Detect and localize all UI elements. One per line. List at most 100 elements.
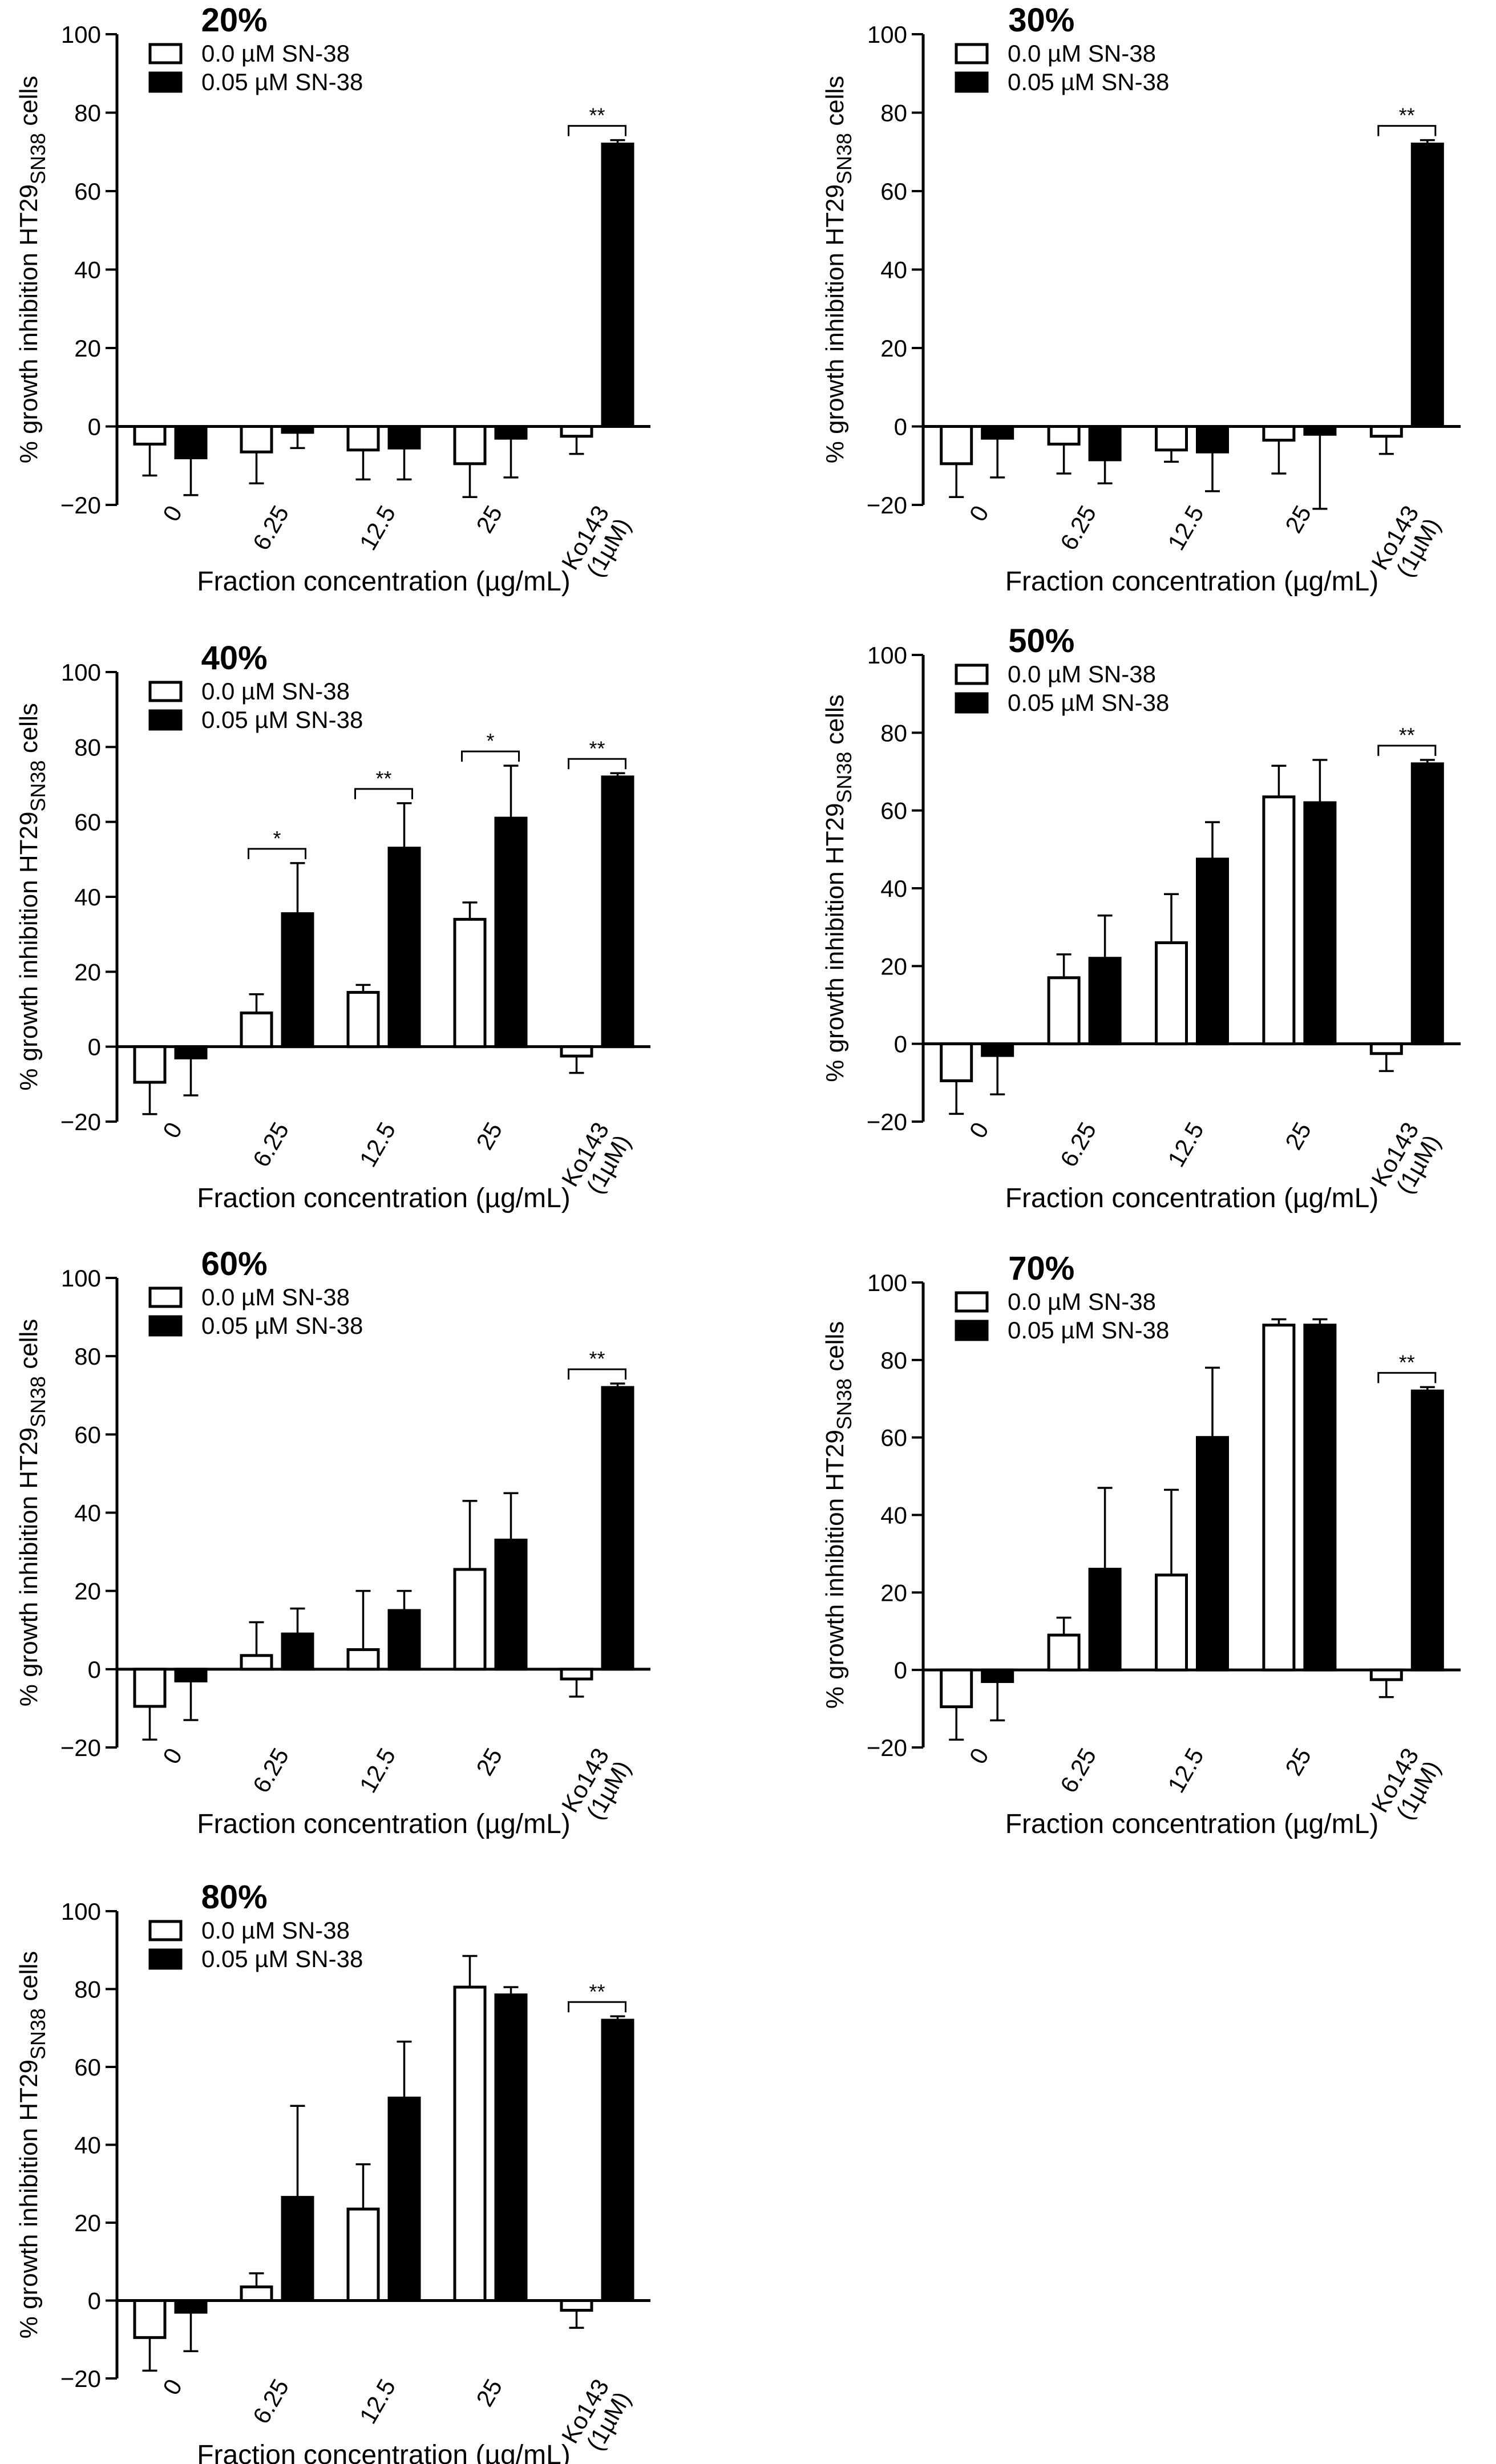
- y-axis-label-main: % growth inhibition HT29: [15, 184, 43, 463]
- x-tick-label-line: 0: [157, 1743, 187, 1769]
- y-tick-label: 40: [880, 1502, 907, 1529]
- x-tick-label: 12.5: [1162, 1743, 1209, 1797]
- legend-swatch-open: [148, 1286, 183, 1308]
- y-tick-label: 60: [74, 2054, 101, 2081]
- bar-open: [560, 1045, 593, 1058]
- bar-filled: [281, 425, 314, 434]
- significance-label: **: [1399, 1350, 1415, 1374]
- y-tick-label: 40: [74, 884, 101, 911]
- x-tick-label-line: 12.5: [1162, 501, 1209, 555]
- x-tick-label-line: 25: [471, 501, 507, 537]
- bar-filled: [1088, 1568, 1122, 1672]
- y-tick-label: 60: [880, 1425, 907, 1451]
- y-axis-label-subscript: SN38: [832, 1378, 856, 1430]
- y-axis-label-suffix: cells: [821, 1321, 849, 1378]
- bar-open: [1369, 1042, 1403, 1055]
- y-axis-label-main: % growth inhibition HT29: [15, 1427, 43, 1706]
- significance-label: **: [1399, 104, 1415, 127]
- significance-label: **: [589, 737, 605, 760]
- legend-label-filled: 0.05 µM SN-38: [201, 1312, 363, 1339]
- significance-bracket: [248, 848, 306, 859]
- bar-open: [453, 917, 487, 1049]
- bar-filled: [601, 143, 634, 428]
- bar-filled: [1088, 957, 1122, 1046]
- y-tick-label: 60: [880, 798, 907, 824]
- bar-filled: [387, 425, 421, 450]
- y-tick-label: −20: [60, 492, 101, 519]
- significance-bracket: [568, 125, 626, 136]
- significance-bracket: [1377, 125, 1437, 136]
- bar-filled: [601, 2018, 634, 2303]
- bar-filled: [601, 775, 634, 1049]
- x-axis-label: Fraction concentration (µg/mL): [197, 2440, 571, 2464]
- x-tick-label: 6.25: [248, 2374, 294, 2428]
- legend-label-filled: 0.05 µM SN-38: [1008, 689, 1169, 716]
- x-tick-label-line: 12.5: [354, 501, 401, 555]
- bar-filled: [1088, 425, 1122, 462]
- bar-filled: [1303, 801, 1337, 1046]
- x-tick-label: 6.25: [1055, 1118, 1102, 1171]
- y-tick-label: 100: [61, 1898, 101, 1925]
- x-tick-label: 12.5: [1162, 501, 1209, 555]
- y-tick-label: −20: [867, 1108, 907, 1135]
- y-axis-label-subscript: SN38: [26, 1376, 50, 1427]
- x-tick-label-line: 6.25: [248, 2374, 294, 2428]
- x-tick-label-line: 12.5: [1162, 1118, 1209, 1171]
- significance-bracket: [568, 1368, 626, 1380]
- legend-swatch-filled: [148, 1315, 183, 1337]
- x-tick-label: 0: [157, 1118, 187, 1143]
- bar-filled: [981, 1668, 1014, 1684]
- bar-open: [346, 1648, 380, 1671]
- y-tick-label: 0: [88, 414, 101, 440]
- x-tick-label-line: 6.25: [248, 1118, 294, 1171]
- x-tick-label: 0: [964, 1118, 994, 1143]
- bar-open: [133, 1668, 167, 1708]
- x-axis-label: Fraction concentration (µg/mL): [1005, 1183, 1379, 1213]
- legend-swatch-filled: [148, 709, 183, 731]
- chart-title: 50%: [1008, 622, 1074, 660]
- bar-filled: [1196, 857, 1229, 1046]
- bar-open: [133, 425, 167, 446]
- bar-open: [1262, 425, 1296, 442]
- y-axis-label: % growth inhibition HT29SN38 cells: [821, 694, 856, 1082]
- y-tick-label: 20: [74, 2210, 101, 2236]
- y-tick-label: −20: [60, 1734, 101, 1761]
- bar-filled: [174, 2299, 208, 2314]
- y-axis-label-main: % growth inhibition HT29: [821, 1430, 849, 1709]
- significance-label: **: [589, 104, 605, 127]
- chart-title: 20%: [201, 2, 268, 39]
- x-tick-label: 25: [471, 1118, 507, 1154]
- y-tick-label: 40: [74, 257, 101, 284]
- y-axis-label-main: % growth inhibition HT29: [15, 812, 43, 1091]
- significance-bracket: [568, 2001, 626, 2013]
- y-tick-label: 80: [880, 100, 907, 127]
- x-tick-label: 12.5: [354, 2374, 401, 2428]
- y-tick-label: 60: [880, 178, 907, 205]
- bar-filled: [1303, 425, 1337, 436]
- x-tick-label: 0: [157, 1743, 187, 1769]
- significance-label: **: [589, 1980, 605, 2003]
- x-tick-label-line: 6.25: [1055, 501, 1102, 555]
- bar-open: [1262, 795, 1296, 1046]
- x-tick-label-line: 0: [157, 501, 187, 526]
- legend-label-open: 0.0 µM SN-38: [1008, 661, 1156, 687]
- bar-open: [560, 425, 593, 438]
- y-axis-label-main: % growth inhibition HT29: [821, 803, 849, 1082]
- y-axis-label-suffix: cells: [15, 1951, 43, 2008]
- bar-filled: [494, 1993, 528, 2303]
- bar-open: [1155, 941, 1188, 1046]
- bar-filled: [981, 1042, 1014, 1057]
- y-tick-label: 40: [880, 875, 907, 902]
- bar-filled: [174, 1668, 208, 1682]
- bar-filled: [494, 816, 528, 1049]
- bar-filled: [1410, 143, 1444, 428]
- y-axis-label: % growth inhibition HT29SN38 cells: [15, 703, 50, 1090]
- bar-filled: [1196, 425, 1229, 454]
- x-tick-label: 6.25: [1055, 501, 1102, 555]
- x-tick-label-line: 12.5: [354, 1118, 401, 1171]
- y-tick-label: 20: [880, 335, 907, 362]
- y-tick-label: 80: [880, 1347, 907, 1374]
- bar-open: [346, 2207, 380, 2303]
- y-tick-label: 0: [894, 1657, 907, 1684]
